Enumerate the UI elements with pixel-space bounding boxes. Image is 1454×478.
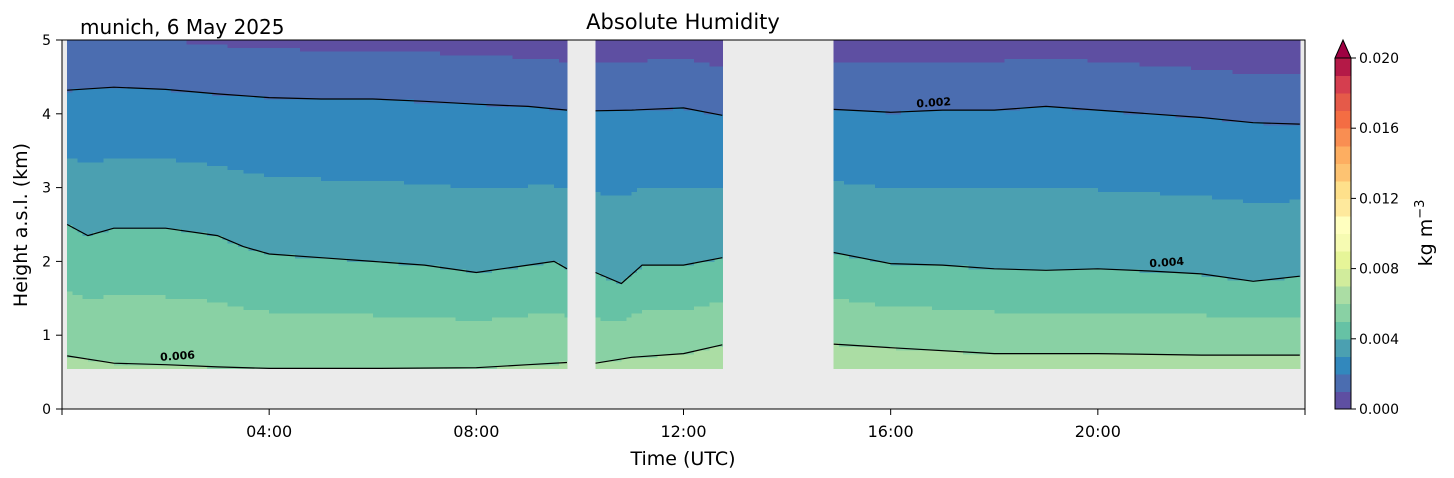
colorbar-segment: [1335, 215, 1351, 234]
contour-line-0.002-segment-2: [595, 107, 723, 116]
colorbar-segment: [1335, 303, 1351, 322]
y-axis: 0 1 2 3 4 5: [42, 33, 62, 418]
data-block-2: [595, 40, 723, 370]
colorbar-segment: [1335, 110, 1351, 129]
x-tick-label: 04:00: [246, 422, 292, 441]
colorbar-segment: [1335, 75, 1351, 94]
x-tick-label: 12:00: [660, 422, 706, 441]
colorbar-extend-arrow: [1334, 38, 1352, 59]
colorbar-segment: [1335, 286, 1351, 305]
colorbar-tick-label: 0.008: [1359, 262, 1399, 278]
colorbar-tick-label: 0.012: [1359, 191, 1399, 207]
colorbar-segment: [1335, 93, 1351, 112]
contour-label-0.004: 0.004: [1149, 255, 1185, 270]
colorbar-segment: [1335, 233, 1351, 252]
colorbar-segment: [1335, 338, 1351, 357]
contour-line-0.002-segment-1: [67, 86, 568, 111]
colorbar-segment: [1335, 145, 1351, 164]
y-tick-label: 2: [42, 254, 51, 270]
colorbar-segment: [1335, 58, 1351, 77]
contour-line-0.004-segment-3: [833, 251, 1300, 282]
colorbar-frame: [1334, 58, 1352, 410]
contour-line-0.006-segment-3: [833, 343, 1300, 356]
x-tick-label: 16:00: [868, 422, 914, 441]
colorbar-tick-label: 0.020: [1359, 51, 1399, 67]
location-date-label: munich, 6 May 2025: [80, 15, 284, 39]
colorbar-segment: [1335, 268, 1351, 287]
x-tick-label: 08:00: [453, 422, 499, 441]
colorbar-segment: [1335, 163, 1351, 182]
contour-line-0.004-segment-1: [66, 223, 568, 274]
colorbar-segment: [1335, 198, 1351, 217]
colorbar-segment: [1335, 391, 1351, 410]
colorbar-tick-label: 0.016: [1359, 121, 1399, 137]
x-tick-label: 20:00: [1075, 422, 1121, 441]
colorbar-segment: [1335, 373, 1351, 392]
colorbar-tick-label: 0.000: [1359, 402, 1399, 418]
data-block-1: [67, 40, 568, 370]
colorbar-tick-label: 0.004: [1359, 332, 1399, 348]
contour-line-0.006-segment-2: [595, 344, 723, 364]
colorbar-segment: [1335, 251, 1351, 270]
x-axis-label: Time (UTC): [629, 448, 735, 470]
y-tick-label: 3: [42, 181, 51, 197]
contour-label-0.006: 0.006: [160, 348, 196, 363]
colorbar-label: kg m−3: [1413, 200, 1437, 267]
contour-line-0.006-segment-1: [67, 355, 568, 369]
data-block-3: [833, 40, 1301, 370]
colorbar-segment: [1335, 321, 1351, 340]
contour-lines: 0.002 0.004 0.006: [66, 86, 1300, 369]
colorbar: 0.000 0.004 0.008 0.012 0.016 0.020: [1334, 38, 1399, 418]
y-tick-label: 5: [42, 33, 51, 49]
y-tick-label: 4: [42, 107, 51, 123]
chart-title: Absolute Humidity: [586, 10, 780, 34]
contour-line-0.004-segment-2: [595, 257, 723, 285]
y-tick-label: 1: [42, 328, 51, 344]
y-axis-label: Height a.s.l. (km): [10, 143, 32, 307]
colorbar-segment: [1335, 128, 1351, 147]
colorbar-segment: [1335, 356, 1351, 375]
y-tick-label: 0: [42, 402, 51, 418]
colorbar-segment: [1335, 180, 1351, 199]
humidity-field: [67, 40, 1301, 370]
contour-line-0.002-segment-3: [833, 105, 1300, 125]
x-axis: 04:00 08:00 12:00 16:00 20:00: [61, 409, 1306, 441]
contour-label-0.002: 0.002: [916, 95, 952, 110]
